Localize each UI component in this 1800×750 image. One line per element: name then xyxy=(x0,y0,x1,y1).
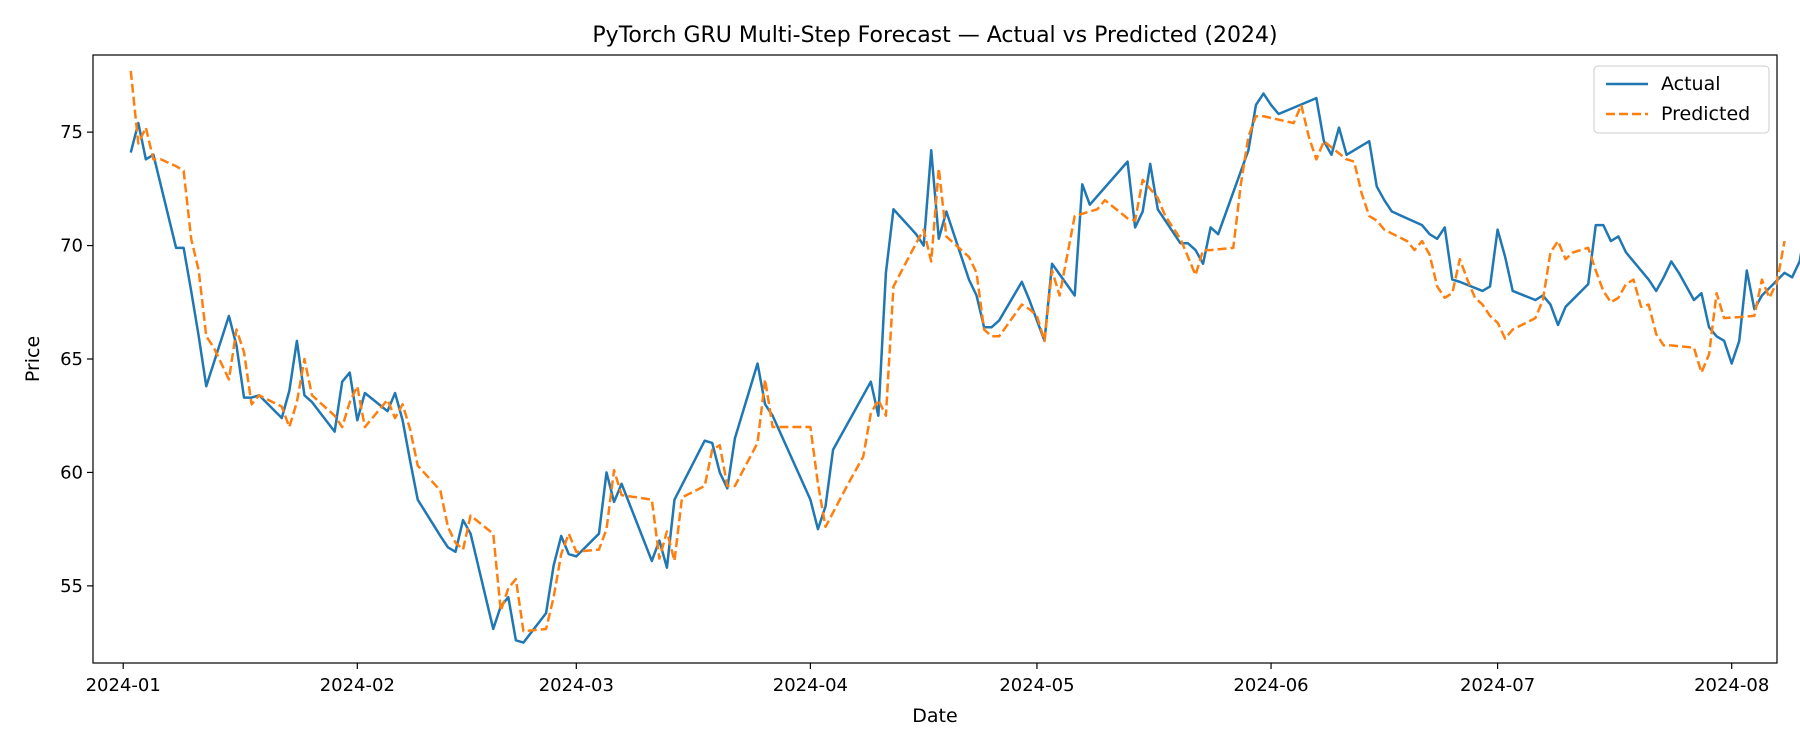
plot-area xyxy=(92,54,1778,664)
legend-label-predicted: Predicted xyxy=(1661,103,1750,125)
y-tick-label: 75 xyxy=(60,122,83,143)
x-axis-label: Date xyxy=(912,705,957,727)
plot-frame xyxy=(92,54,1778,664)
x-tick-label: 2024-01 xyxy=(86,675,161,696)
x-tick-label: 2024-03 xyxy=(539,675,614,696)
x-tick-label: 2024-02 xyxy=(320,675,395,696)
y-tick-label: 55 xyxy=(60,576,83,597)
x-axis: 2024-01 2024-02 2024-03 2024-04 2024-05 2024-… xyxy=(86,663,1769,696)
x-tick-label: 2024-07 xyxy=(1460,675,1535,696)
chart-title: PyTorch GRU Multi-Step Forecast — Actual… xyxy=(592,23,1277,48)
x-tick-label: 2024-04 xyxy=(773,675,848,696)
y-axis: 55 60 65 70 75 xyxy=(60,122,93,597)
y-tick-label: 65 xyxy=(60,349,83,370)
series-group xyxy=(129,70,1800,644)
x-tick-label: 2024-06 xyxy=(1233,675,1308,696)
y-tick-label: 70 xyxy=(60,236,83,257)
x-tick-label: 2024-05 xyxy=(999,675,1074,696)
y-tick-label: 60 xyxy=(60,462,83,483)
series-line-predicted xyxy=(129,70,1786,633)
legend-label-actual: Actual xyxy=(1661,73,1721,95)
y-axis-label: Price xyxy=(22,336,44,382)
legend: Actual Predicted xyxy=(1593,65,1770,134)
series-line-actual xyxy=(129,92,1800,644)
x-tick-label: 2024-08 xyxy=(1694,675,1769,696)
